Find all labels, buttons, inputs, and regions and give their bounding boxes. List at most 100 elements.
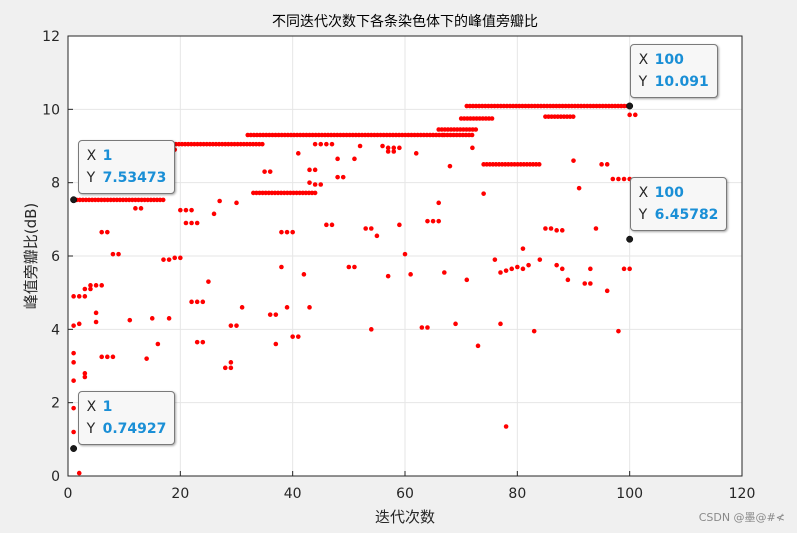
data-point — [279, 264, 284, 270]
data-point — [340, 174, 346, 180]
data-point — [413, 151, 419, 156]
data-point — [172, 255, 178, 261]
data-point — [189, 299, 194, 305]
data-point — [93, 283, 99, 288]
data-point — [312, 167, 318, 173]
data-point — [571, 158, 576, 163]
data-point — [570, 114, 576, 119]
data-point — [531, 328, 537, 334]
data-point — [397, 145, 402, 151]
data-point — [391, 145, 397, 151]
data-point — [144, 356, 149, 361]
y-tick-label: 8 — [51, 176, 60, 192]
data-point — [318, 141, 324, 147]
datatip-x-key: X — [638, 51, 649, 68]
data-point — [329, 141, 335, 147]
data-point — [492, 257, 498, 262]
y-tick-label: 10 — [42, 102, 60, 118]
data-point — [82, 371, 88, 376]
datatip-marker[interactable] — [626, 102, 634, 110]
data-point — [536, 162, 542, 167]
data-point — [99, 229, 104, 235]
data-point — [520, 246, 526, 251]
data-point — [537, 257, 543, 262]
data-point — [88, 283, 93, 288]
data-point — [76, 321, 82, 327]
data-point — [189, 220, 194, 226]
data-point — [604, 288, 610, 294]
datatip-box[interactable]: X 1 Y 7.53473 — [77, 139, 176, 194]
data-point — [475, 343, 481, 349]
data-point — [149, 316, 155, 321]
data-point — [116, 251, 121, 257]
data-point — [307, 167, 312, 173]
data-point — [273, 312, 279, 317]
data-point — [76, 470, 82, 476]
x-tick-label: 100 — [616, 486, 643, 502]
data-point — [397, 222, 402, 228]
data-point — [576, 185, 582, 191]
datatip-x-key: X — [86, 398, 97, 415]
data-point — [178, 207, 183, 213]
data-point — [284, 305, 290, 310]
data-point — [588, 281, 593, 286]
data-point — [352, 264, 357, 270]
data-point — [498, 321, 503, 327]
datatip-marker[interactable] — [70, 445, 78, 452]
data-point — [346, 264, 352, 270]
datatip-y-value: 10.091 — [654, 73, 709, 90]
data-point — [194, 299, 200, 305]
datatip-y-value: 6.45782 — [654, 207, 719, 224]
data-point — [318, 182, 324, 187]
data-point — [503, 424, 509, 429]
data-point — [166, 316, 172, 321]
data-point — [295, 334, 301, 339]
datatip-x-value: 1 — [102, 398, 113, 415]
data-point — [453, 321, 458, 327]
x-tick-label: 80 — [508, 486, 526, 502]
data-point — [267, 169, 273, 174]
data-point — [267, 312, 273, 317]
data-point — [543, 226, 548, 231]
datatip-box[interactable]: X 100 Y 6.45782 — [629, 177, 728, 232]
data-point — [200, 339, 206, 345]
datatip-marker[interactable] — [70, 196, 78, 204]
datatip-x-value: 100 — [654, 185, 684, 202]
data-point — [211, 211, 217, 217]
datatip-box[interactable]: X 1 Y 0.74927 — [77, 390, 176, 445]
data-point — [436, 200, 442, 206]
x-axis-label: 迭代次数 — [375, 508, 435, 526]
datatip-x-value: 100 — [654, 51, 684, 68]
data-point — [363, 226, 368, 231]
x-tick-label: 60 — [396, 486, 414, 502]
data-point — [515, 264, 520, 270]
data-point — [93, 310, 99, 316]
x-tick-label: 20 — [171, 486, 189, 502]
data-point — [520, 266, 526, 272]
data-point — [88, 286, 93, 292]
x-tick-label: 40 — [284, 486, 302, 502]
data-point — [621, 266, 627, 272]
data-point — [76, 294, 82, 299]
data-point — [588, 266, 593, 272]
data-point — [430, 218, 436, 224]
data-point — [369, 327, 374, 332]
data-point — [105, 229, 110, 235]
datatip-box[interactable]: X 100 Y 10.091 — [629, 43, 718, 98]
data-point — [610, 176, 616, 182]
data-point — [71, 360, 76, 365]
data-point — [273, 341, 279, 347]
data-point — [470, 145, 475, 151]
y-tick-label: 6 — [51, 249, 60, 265]
data-point — [335, 156, 340, 162]
datatip-marker[interactable] — [626, 235, 634, 243]
data-point — [290, 229, 295, 235]
data-point — [481, 191, 486, 196]
data-point — [464, 277, 470, 283]
datatip-y-value: 7.53473 — [102, 169, 167, 186]
data-point — [385, 145, 391, 151]
data-point — [93, 319, 99, 325]
data-point — [284, 229, 290, 235]
data-point — [295, 151, 301, 156]
data-point — [425, 218, 430, 224]
